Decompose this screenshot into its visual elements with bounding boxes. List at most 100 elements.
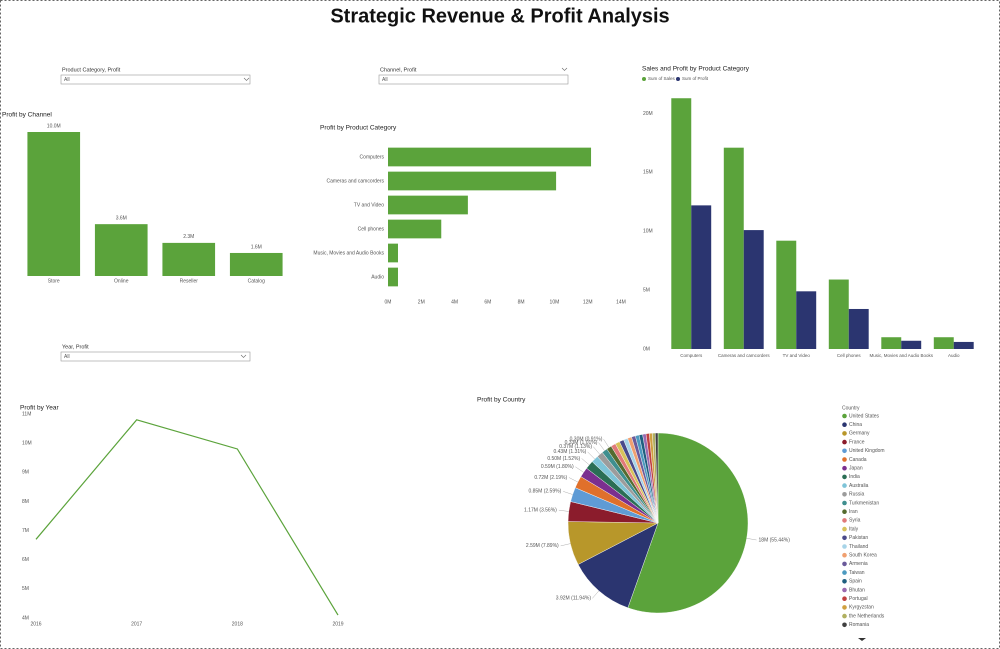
slicer[interactable]: Year, Profit All [60,344,251,362]
x-tick-label: Cameras and camcorders [718,353,771,358]
legend-swatch [842,561,847,567]
legend-label: Italy [849,526,859,532]
y-tick-label: Computers [360,154,385,160]
legend-swatch [842,579,847,584]
y-tick-label: 4M [22,615,29,621]
legend-swatch [842,431,847,436]
legend-label: Kyrgyzstan [849,605,874,611]
y-tick-label: 20M [643,111,653,117]
x-tick-label: Online [114,278,129,284]
leader-line [603,439,610,448]
legend-swatch [642,77,646,81]
bar [723,147,744,349]
chart-title: Profit by Channel [2,112,52,119]
legend-label: the Netherlands [849,613,885,619]
leader-line [587,451,595,460]
x-tick-label: 2016 [30,621,41,627]
bar [388,147,592,167]
y-tick-label: 11M [22,411,31,417]
data-label: 0.33M (1.01%) [565,440,598,446]
legend-label: Pakistan [849,535,868,541]
legend-label: Sum of Sales [648,76,676,81]
bar [881,337,902,349]
data-label: 0.59M (1.80%) [541,464,574,470]
legend-swatch [842,613,847,619]
data-label: 2.59M (7.89%) [526,543,559,549]
legend-swatch [842,544,847,549]
legend-swatch [842,465,847,471]
legend-title: Country [842,405,860,411]
slicer-value: All [64,77,70,83]
x-tick-label: 0M [385,299,392,305]
leader-line [581,458,590,466]
dashboard-title: Strategic Revenue & Profit Analysis [330,5,669,27]
leader-line [563,491,573,495]
pie-slice [655,432,659,524]
leader-line [746,538,757,541]
data-label: 1.6M [251,244,262,250]
legend-label: Turkmenistan [849,500,879,506]
legend-swatch [842,587,847,593]
slicer[interactable]: Channel, Profit All [378,67,569,85]
data-label: 10.0M [47,123,61,129]
data-label: 2.3M [183,234,194,240]
leader-line [598,442,605,451]
legend-swatch [842,622,847,628]
slicer[interactable]: Product Category, Profit All [60,67,251,85]
legend-label: Syria [849,518,861,524]
y-tick-label: 0M [643,346,650,352]
slicer-box[interactable] [60,74,251,85]
legend-swatch [842,500,847,506]
y-tick-label: Cell phones [358,226,385,232]
slicer-label: Product Category, Profit [62,67,121,73]
legend-label: Australia [849,483,869,489]
data-label: 0.85M (2.59%) [528,489,561,495]
slicer-box[interactable] [378,74,569,85]
x-tick-label: 6M [484,299,491,305]
legend-swatch [842,448,847,454]
bar [953,341,974,349]
bar [229,252,283,276]
y-tick-label: 10M [22,440,32,446]
line [35,419,339,616]
x-tick-label: 4M [451,299,458,305]
data-label: 0.72M (2.19%) [534,475,567,481]
bar [671,98,692,349]
bar [828,279,849,349]
slicer-box[interactable] [60,351,251,362]
dropdown-arrow [561,67,568,71]
legend-swatch [842,596,847,601]
legend-swatch [676,77,680,81]
legend-label: Romania [849,622,869,628]
legend-label: Spain [849,579,862,585]
bar [388,243,398,263]
bar [776,240,797,349]
pie-slice [577,522,659,609]
legend-swatch [842,422,847,428]
legend-swatch [842,518,847,523]
x-tick-label: Cell phones [837,353,862,358]
legend-label: Sum of Profit [682,76,709,81]
bar [796,291,817,349]
bar [162,242,216,276]
legend-swatch [842,457,847,462]
bar [388,267,398,287]
legend-label: France [849,439,865,445]
y-tick-label: 10M [643,229,653,235]
y-tick-label: 8M [22,499,29,505]
x-tick-label: 2M [418,299,425,305]
slicer-value: All [64,354,70,360]
legend-swatch [842,570,847,575]
bar [691,205,712,349]
legend-swatch [842,535,847,541]
chart-title: Sales and Profit by Product Category [642,66,750,73]
leader-line [593,446,600,455]
legend-scroll-arrow[interactable] [858,638,866,641]
legend-label: India [849,474,860,480]
legend-label: Canada [849,457,867,463]
x-tick-label: 2017 [131,621,142,627]
data-label: 0.43M (1.31%) [553,449,586,455]
bar [388,171,557,191]
legend-swatch [842,474,847,480]
y-tick-label: 5M [22,586,29,592]
